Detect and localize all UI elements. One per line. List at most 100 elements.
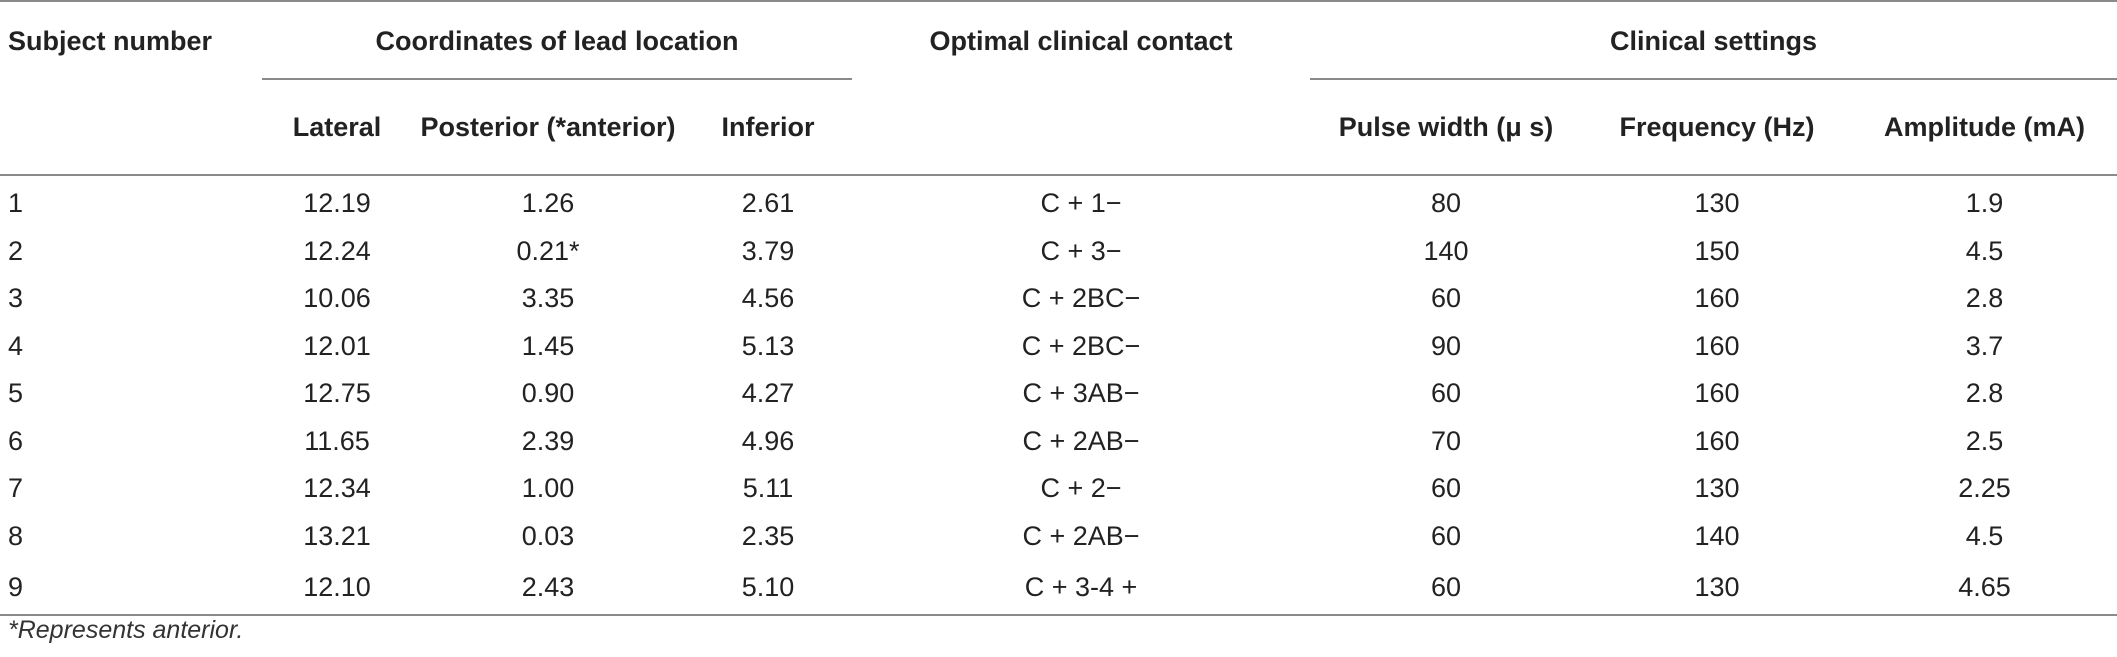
cell-lateral: 10.06 (303, 283, 371, 314)
cell-lateral: 12.01 (303, 330, 371, 361)
cell-posterior: 2.39 (521, 425, 575, 456)
cell-posterior: 0.03 (521, 520, 575, 551)
cell-subject: 5 (8, 378, 24, 409)
cell-lateral: 13.21 (303, 520, 371, 551)
header-amplitude: Amplitude (mA) (1884, 111, 2085, 142)
cell-pulse: 90 (1430, 330, 1462, 361)
cell-posterior: 3.35 (521, 283, 575, 314)
cell-frequency: 160 (1694, 330, 1740, 361)
table-row: 6 11.65 2.39 4.96 C + 2AB− 70 160 2.5 (0, 418, 2117, 466)
cell-amplitude: 4.65 (1852, 560, 2117, 616)
cell-amplitude: 3.7 (1965, 330, 2004, 361)
cell-posterior: 2.43 (412, 560, 684, 616)
table-row: 7 12.34 1.00 5.11 C + 2− 60 130 2.25 (0, 465, 2117, 513)
cell-lateral: 12.34 (303, 473, 371, 504)
cell-amplitude: 4.5 (1965, 520, 2004, 551)
cell-inferior: 5.10 (684, 560, 852, 616)
header-blank-contact (852, 80, 1310, 175)
table-body: 1 12.19 1.26 2.61 C + 1− 80 130 1.9 2 12.24 0.21* 3… (0, 175, 2117, 616)
cell-contact: C + 2BC− (1021, 330, 1141, 361)
cell-lateral: 11.65 (304, 425, 370, 456)
table-row: 5 12.75 0.90 4.27 C + 3AB− 60 160 2.8 (0, 370, 2117, 418)
cell-inferior: 2.35 (741, 520, 795, 551)
cell-amplitude: 2.8 (1965, 283, 2004, 314)
table-row: 4 12.01 1.45 5.13 C + 2BC− 90 160 3.7 (0, 323, 2117, 371)
cell-lateral: 12.19 (303, 188, 371, 219)
cell-lateral: 12.75 (303, 378, 371, 409)
cell-pulse: 60 (1430, 283, 1462, 314)
cell-contact: C + 2AB− (1022, 520, 1140, 551)
cell-pulse: 80 (1430, 188, 1462, 219)
header-frequency: Frequency (Hz) (1619, 111, 1815, 142)
cell-subject: 6 (8, 425, 24, 456)
cell-posterior: 0.21* (516, 235, 580, 266)
cell-contact: C + 2− (1040, 473, 1122, 504)
cell-inferior: 2.61 (741, 188, 795, 219)
header-pulse-width: Pulse width (μ s) (1338, 111, 1554, 142)
header-coordinates: Coordinates of lead location (262, 0, 852, 81)
cell-inferior: 4.56 (741, 283, 795, 314)
cell-frequency: 160 (1694, 425, 1740, 456)
header-lateral: Lateral (292, 111, 382, 142)
cell-contact: C + 3-4 + (852, 560, 1310, 616)
cell-frequency: 130 (1694, 473, 1740, 504)
cell-subject: 7 (8, 473, 24, 504)
cell-lateral: 12.24 (303, 235, 371, 266)
header-clinical-settings-label: Clinical settings (1609, 25, 1818, 56)
cell-frequency: 140 (1694, 520, 1740, 551)
cell-contact: C + 1− (1040, 188, 1122, 219)
cell-pulse: 60 (1310, 560, 1582, 616)
cell-subject: 3 (8, 283, 24, 314)
table-row: 9 12.10 2.43 5.10 C + 3-4 +60 130 4.65 (0, 560, 2117, 616)
header-coordinates-label: Coordinates of lead location (375, 25, 739, 56)
cell-pulse: 70 (1430, 425, 1462, 456)
table-row: 2 12.24 0.21* 3.79 C + 3− 140 150 4.5 (0, 228, 2117, 276)
header-row-sub: Lateral Posterior (*anterior) Inferior P… (0, 80, 2117, 175)
table-row: 3 10.06 3.35 4.56 C + 2BC− 60 160 2.8 (0, 275, 2117, 323)
cell-pulse: 60 (1430, 520, 1462, 551)
header-posterior: Posterior (*anterior) (420, 111, 676, 142)
cell-posterior: 0.90 (521, 378, 575, 409)
cell-contact: C + 2BC− (1021, 283, 1141, 314)
cell-frequency: 130 (1582, 560, 1852, 616)
cell-subject: 8 (8, 520, 24, 551)
table-row: 8 13.21 0.03 2.35 C + 2AB− 60 140 4.5 (0, 513, 2117, 561)
cell-pulse: 60 (1430, 473, 1462, 504)
header-clinical-settings: Clinical settings (1310, 0, 2117, 81)
footnote: *Represents anterior. (8, 616, 244, 644)
cell-pulse: 140 (1423, 235, 1469, 266)
cell-subject: 4 (8, 330, 24, 361)
header-optimal-contact: Optimal clinical contact (852, 0, 1310, 80)
cell-inferior: 4.96 (741, 425, 795, 456)
cell-amplitude: 1.9 (1965, 188, 2004, 219)
cell-posterior: 1.26 (521, 188, 575, 219)
cell-subject: 9 (0, 560, 262, 616)
table-row: 1 12.19 1.26 2.61 C + 1− 80 130 1.9 (0, 175, 2117, 228)
cell-contact: C + 2AB− (1022, 425, 1140, 456)
cell-posterior: 1.00 (521, 473, 575, 504)
cell-inferior: 4.27 (741, 378, 795, 409)
cell-pulse: 60 (1430, 378, 1462, 409)
cell-posterior: 1.45 (521, 330, 575, 361)
cell-frequency: 160 (1694, 378, 1740, 409)
header-blank-subject (0, 80, 262, 175)
cell-amplitude: 4.5 (1965, 235, 2004, 266)
cell-frequency: 150 (1694, 235, 1740, 266)
cell-inferior: 5.13 (741, 330, 795, 361)
cell-amplitude: 2.25 (1958, 473, 2011, 504)
cell-frequency: 160 (1694, 283, 1740, 314)
cell-subject: 2 (8, 235, 24, 266)
cell-frequency: 130 (1694, 188, 1740, 219)
cell-amplitude: 2.5 (1965, 425, 2004, 456)
cell-contact: C + 3AB− (1022, 378, 1140, 409)
cell-lateral: 12.10 (262, 560, 412, 616)
cell-subject: 1 (8, 188, 24, 219)
header-row-top: Subject number Coordinates of lead locat… (0, 0, 2117, 81)
data-table: Subject number Coordinates of lead locat… (0, 0, 2117, 616)
header-inferior: Inferior (721, 111, 815, 142)
cell-contact: C + 3− (1040, 235, 1122, 266)
cell-inferior: 3.79 (741, 235, 795, 266)
header-subject-number: Subject number (0, 0, 262, 80)
cell-inferior: 5.11 (742, 473, 794, 504)
